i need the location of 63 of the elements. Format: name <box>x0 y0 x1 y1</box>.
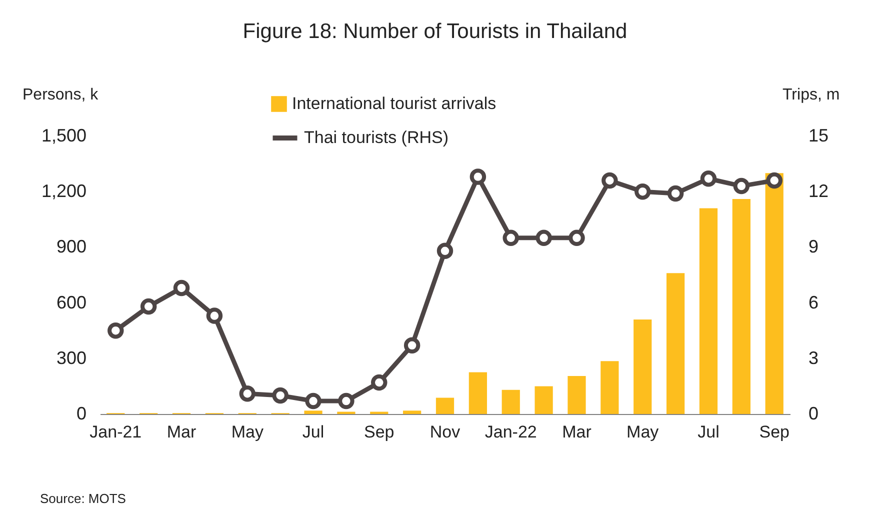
legend-label: International tourist arrivals <box>292 94 496 113</box>
point <box>470 168 486 185</box>
bar <box>634 319 652 414</box>
point <box>371 374 388 391</box>
legend-label: Thai tourists (RHS) <box>304 128 449 147</box>
point <box>700 170 717 187</box>
x-tick-label: Jul <box>302 422 324 442</box>
x-tick-label: Sep <box>759 422 790 442</box>
point <box>436 242 454 260</box>
point <box>536 230 552 246</box>
y-tick-label: 300 <box>56 348 86 368</box>
x-tick-label: Nov <box>430 422 461 442</box>
y2-tick-label: 0 <box>808 404 819 424</box>
y-tick-label: 0 <box>76 404 86 424</box>
point <box>239 386 256 402</box>
y-axis-title: Persons, k <box>22 86 100 104</box>
bar <box>304 410 322 414</box>
bar <box>436 398 454 414</box>
y2-tick-label: 12 <box>808 181 829 202</box>
bar <box>732 199 750 414</box>
point <box>766 172 782 189</box>
bar <box>699 208 718 414</box>
point <box>634 183 651 200</box>
bar <box>502 390 520 414</box>
point <box>568 230 585 246</box>
chart-title: Figure 18: Number of Tourists in Thailand <box>242 20 628 43</box>
point <box>502 230 519 246</box>
x-tick-label: Jul <box>698 422 720 442</box>
bar <box>534 386 553 414</box>
x-tick-label: Jan-22 <box>484 422 537 442</box>
y-tick-label: 1,200 <box>41 181 86 202</box>
point <box>305 392 322 410</box>
y2-tick-label: 15 <box>808 126 829 146</box>
point <box>173 280 190 296</box>
point <box>272 387 288 404</box>
bar <box>568 376 586 414</box>
point <box>338 392 354 410</box>
bar <box>666 273 685 414</box>
x-tick-label: May <box>626 422 660 442</box>
x-tick-label: Mar <box>562 422 592 442</box>
bar <box>600 361 619 414</box>
point <box>206 308 223 324</box>
point <box>404 337 420 354</box>
x-tick-label: Jan-21 <box>90 422 142 442</box>
y2-axis-title: Trips, m <box>782 86 840 104</box>
point <box>667 185 684 202</box>
y-tick-label: 900 <box>56 236 86 257</box>
bar <box>765 173 784 414</box>
x-tick-label: Mar <box>166 422 196 442</box>
point <box>140 298 157 315</box>
x-tick-label: May <box>231 422 264 442</box>
y2-tick-label: 9 <box>808 236 819 257</box>
point <box>108 322 124 339</box>
y-tick-label: 600 <box>56 292 86 312</box>
x-tick-label: Sep <box>364 422 394 442</box>
y2-tick-label: 6 <box>808 292 819 312</box>
bar <box>468 372 487 414</box>
source-note: Source: MOTS <box>40 491 126 506</box>
y-tick-label: 1,500 <box>41 126 86 146</box>
point <box>733 178 750 194</box>
y2-tick-label: 3 <box>808 348 819 368</box>
point <box>602 172 618 189</box>
bar <box>403 410 422 414</box>
